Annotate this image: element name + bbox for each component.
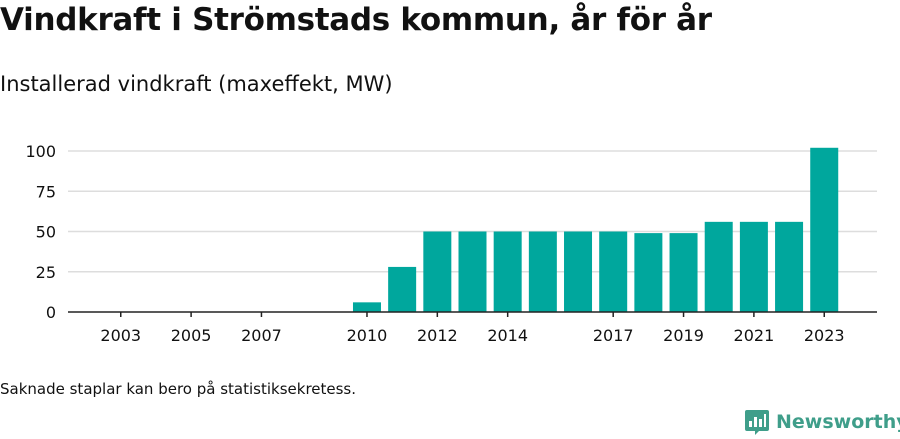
brand-name: Newsworthy [776, 411, 900, 433]
chart-title: Vindkraft i Strömstads kommun, år för år [0, 2, 712, 38]
bar-2019 [669, 233, 698, 312]
x-tick-label-2014: 2014 [487, 326, 528, 345]
bar-2013 [458, 231, 487, 312]
x-tick-label-2017: 2017 [593, 326, 634, 345]
brand-logo: Newsworthy [744, 406, 900, 438]
x-tick-label-2005: 2005 [171, 326, 212, 345]
y-tick-label-0: 0 [46, 303, 56, 322]
x-tick-label-2007: 2007 [241, 326, 282, 345]
bar-2018 [634, 233, 663, 312]
bar-chart: 0 25 50 75 100 2003 2005 2007 2010 2012 2014 2017 20… [25, 142, 877, 345]
bar-2017 [599, 231, 628, 312]
x-tick-label-2012: 2012 [417, 326, 458, 345]
y-tick-label-25: 25 [36, 263, 56, 282]
y-tick-label-75: 75 [36, 182, 56, 201]
bar-2010 [352, 302, 381, 312]
bar-2011 [388, 266, 417, 312]
x-tick-label-2021: 2021 [734, 326, 775, 345]
newsworthy-chart-icon [745, 410, 769, 435]
x-tick-label-2010: 2010 [347, 326, 388, 345]
y-tick-label-100: 100 [25, 142, 56, 161]
bar-2015 [528, 231, 557, 312]
bar-2020 [704, 221, 733, 312]
bar-2012 [423, 231, 452, 312]
x-tick-label-2023: 2023 [804, 326, 845, 345]
bar-2022 [775, 221, 804, 312]
bar-2014 [493, 231, 522, 312]
x-tick-label-2003: 2003 [100, 326, 141, 345]
bar-2023 [810, 147, 839, 312]
chart-subtitle: Installerad vindkraft (maxeffekt, MW) [0, 72, 393, 96]
footnote: Saknade staplar kan bero på statistiksek… [0, 380, 357, 398]
y-tick-label-50: 50 [36, 223, 56, 242]
x-tick-label-2019: 2019 [663, 326, 704, 345]
bar-2021 [739, 221, 768, 312]
bar-2016 [564, 231, 593, 312]
